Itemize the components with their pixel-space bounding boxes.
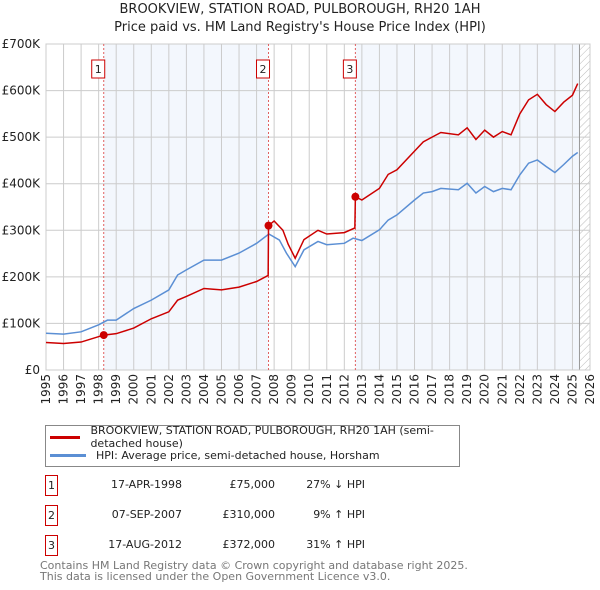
sale-row: 3 17-AUG-2012 £372,000 31% ↑ HPI xyxy=(45,535,365,556)
x-tick-label: 2008 xyxy=(267,374,281,405)
sale-price: £372,000 xyxy=(222,538,276,551)
sale-hpi-diff: 31% ↑ HPI xyxy=(306,538,365,551)
x-tick-label: 2019 xyxy=(460,374,474,405)
x-tick-label: 2000 xyxy=(127,374,141,405)
legend-swatch xyxy=(50,435,81,439)
sale-label: 2 xyxy=(260,63,267,76)
x-tick-label: 1995 xyxy=(39,374,53,405)
x-tick-label: 2023 xyxy=(530,374,544,405)
y-tick-label: £100K xyxy=(2,316,42,330)
sale-label: 1 xyxy=(95,63,102,76)
legend-label: HPI: Average price, semi-detached house,… xyxy=(96,448,380,462)
sale-label: 3 xyxy=(346,63,353,76)
series-line xyxy=(45,151,579,335)
y-tick-label: £400K xyxy=(2,177,42,191)
sale-label-box xyxy=(256,59,271,79)
sale-date: 17-AUG-2012 xyxy=(108,538,182,551)
x-tick-label: 2004 xyxy=(197,374,211,405)
sale-date: 17-APR-1998 xyxy=(110,478,182,491)
x-tick-label: 2013 xyxy=(355,374,369,405)
x-tick-label: 2024 xyxy=(548,374,562,405)
sale-price: £310,000 xyxy=(222,508,276,521)
x-tick-label: 2020 xyxy=(478,374,492,405)
plot-area: 1995 1996 1997 1998 1999 2000 2001 2002 2003 2004… xyxy=(2,37,597,405)
x-tick-label: 2010 xyxy=(302,374,316,405)
x-tick-label: 2007 xyxy=(250,374,264,405)
sale-label-box xyxy=(91,59,106,79)
y-tick-label: £600K xyxy=(2,84,42,98)
x-tick-label: 2026 xyxy=(583,374,597,405)
footer-line: This data is licensed under the Open Gov… xyxy=(40,570,391,583)
chart-subtitle: Price paid vs. HM Land Registry's House … xyxy=(114,20,486,35)
x-tick-label: 2021 xyxy=(495,374,509,405)
x-tick-label: 2017 xyxy=(425,374,439,405)
x-tick-label: 2005 xyxy=(214,374,228,405)
x-tick-label: 1999 xyxy=(109,374,123,405)
x-tick-label: 1997 xyxy=(74,374,88,405)
x-tick-label: 2022 xyxy=(513,374,527,405)
series-line xyxy=(45,83,579,345)
sale-number-badge: 2 xyxy=(45,505,58,526)
x-tick-label: 2011 xyxy=(320,374,334,405)
sale-point xyxy=(264,221,273,230)
x-tick-label: 2012 xyxy=(337,374,351,405)
x-tick-label: 2003 xyxy=(179,374,193,405)
x-tick-label: 2015 xyxy=(390,374,404,405)
sale-label-box xyxy=(342,59,357,79)
sale-number-badge: 1 xyxy=(45,475,58,496)
plot-border xyxy=(45,43,591,371)
x-tick-label: 2014 xyxy=(372,374,386,405)
sale-number-badge: 3 xyxy=(45,535,58,556)
x-tick-label: 2016 xyxy=(408,374,422,405)
sale-hpi-diff: 27% ↓ HPI xyxy=(306,478,365,491)
x-tick-label: 2006 xyxy=(232,374,246,405)
y-tick-label: £200K xyxy=(2,270,42,284)
x-tick-label: 2018 xyxy=(443,374,457,405)
sale-point xyxy=(99,331,108,340)
legend-item-property: BROOKVIEW, STATION ROAD, PULBOROUGH, RH2… xyxy=(50,424,459,450)
x-tick-label: 2001 xyxy=(144,374,158,405)
x-tick-label: 1996 xyxy=(57,374,71,405)
x-tick-label: 2025 xyxy=(565,374,579,405)
x-tick-label: 1998 xyxy=(92,374,106,405)
sale-hpi-diff: 9% ↑ HPI xyxy=(313,508,365,521)
y-tick-label: £300K xyxy=(2,223,42,237)
legend-item-hpi: HPI: Average price, semi-detached house,… xyxy=(50,447,380,463)
footer-line: Contains HM Land Registry data © Crown c… xyxy=(40,559,468,572)
sale-point xyxy=(351,192,360,201)
legend-label: BROOKVIEW, STATION ROAD, PULBOROUGH, RH2… xyxy=(90,424,434,450)
sale-row: 1 17-APR-1998 £75,000 27% ↓ HPI xyxy=(45,475,365,496)
x-tick-label: 2009 xyxy=(285,374,299,405)
x-tick-label: 2002 xyxy=(162,374,176,405)
footer: Contains HM Land Registry data © Crown c… xyxy=(40,560,468,582)
sale-price: £75,000 xyxy=(229,478,276,491)
sale-row: 2 07-SEP-2007 £310,000 9% ↑ HPI xyxy=(45,505,365,526)
legend-swatch xyxy=(50,453,86,457)
sale-date: 07-SEP-2007 xyxy=(111,508,182,521)
chart-title: BROOKVIEW, STATION ROAD, PULBOROUGH, RH2… xyxy=(119,2,481,17)
y-tick-label: £500K xyxy=(2,130,42,144)
future-hatch xyxy=(579,44,590,370)
y-tick-label: £700K xyxy=(2,37,42,51)
legend: BROOKVIEW, STATION ROAD, PULBOROUGH, RH2… xyxy=(45,424,460,467)
y-tick-label: £0 xyxy=(25,363,40,377)
